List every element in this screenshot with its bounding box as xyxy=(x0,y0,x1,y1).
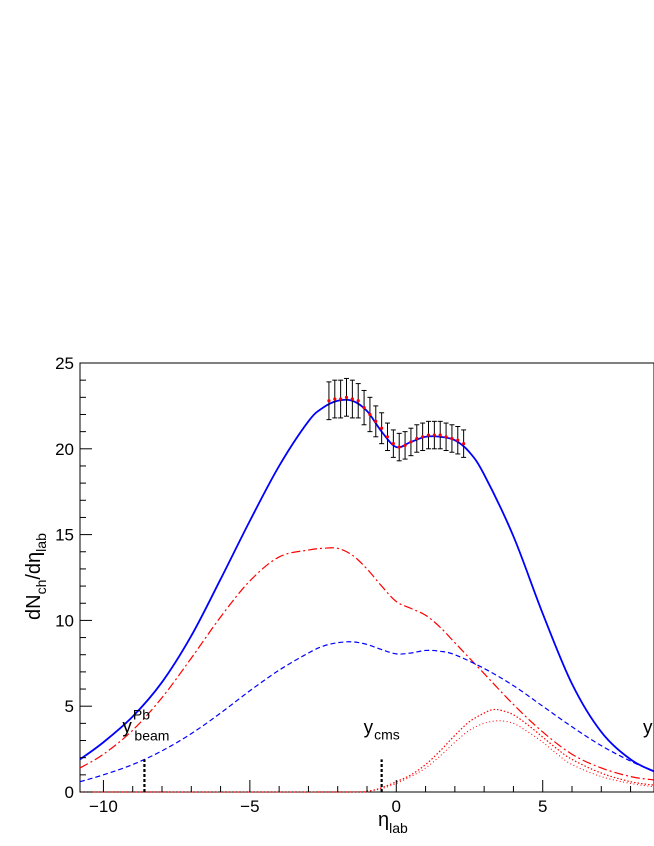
data-marker xyxy=(350,397,354,401)
data-marker xyxy=(344,395,349,399)
data-point xyxy=(355,383,361,419)
data-marker xyxy=(421,435,425,439)
data-point xyxy=(426,420,431,450)
x-tick-label: 0 xyxy=(392,797,401,816)
data-marker xyxy=(456,438,460,442)
data-marker xyxy=(438,433,442,437)
data-marker xyxy=(327,399,331,403)
data-point xyxy=(431,420,437,450)
x-tick-label: −5 xyxy=(240,797,259,816)
y-axis-title: dNch/dηlab xyxy=(23,533,49,620)
axes-layer: −10 −5 0 5 0 5 10 15 20 25 xyxy=(55,354,632,816)
data-point xyxy=(396,432,402,462)
data-marker xyxy=(368,412,372,417)
series-line-1 xyxy=(79,547,654,781)
data-points-layer xyxy=(326,377,467,462)
y-tick-label: 10 xyxy=(55,611,74,630)
data-marker xyxy=(333,397,337,401)
data-marker xyxy=(362,406,366,410)
marker-y-beam-pb: yPb beam xyxy=(122,706,169,792)
y-tick-label: 0 xyxy=(65,783,74,802)
y-tick-label: 5 xyxy=(65,697,74,716)
markers-layer: yPb beam ycms y xyxy=(122,706,653,792)
data-point xyxy=(367,396,373,433)
data-point xyxy=(373,405,379,438)
data-point xyxy=(349,379,355,419)
data-point xyxy=(344,377,349,417)
marker-label: y xyxy=(643,717,653,738)
y-tick-label: 20 xyxy=(55,440,74,459)
data-marker xyxy=(356,399,360,403)
data-marker xyxy=(380,426,384,430)
data-marker xyxy=(409,440,413,444)
data-point xyxy=(443,422,449,452)
data-marker xyxy=(391,442,395,446)
data-marker xyxy=(397,445,401,449)
data-point xyxy=(326,381,332,421)
data-marker xyxy=(426,433,431,437)
data-point xyxy=(338,379,344,419)
data-point xyxy=(437,420,443,450)
data-marker xyxy=(462,442,466,446)
data-point xyxy=(332,379,338,419)
data-point xyxy=(455,425,461,455)
series-line-4 xyxy=(79,720,654,793)
series-line-2 xyxy=(79,641,654,783)
marker-y-cms: ycms xyxy=(364,717,400,792)
y-tick-label: 25 xyxy=(55,354,74,373)
data-marker xyxy=(403,443,407,447)
data-point xyxy=(414,424,420,453)
marker-y-right-edge: y xyxy=(643,717,653,738)
titles-layer: ηlab dNch/dηlab xyxy=(23,533,408,836)
x-tick-label: −10 xyxy=(89,797,118,816)
data-marker xyxy=(415,436,419,441)
data-point xyxy=(420,422,426,452)
data-marker xyxy=(374,419,378,423)
marker-label: yPb beam xyxy=(122,706,169,743)
marker-label: ycms xyxy=(364,717,400,742)
data-marker xyxy=(432,433,436,437)
data-point xyxy=(461,429,467,458)
series-layer xyxy=(79,398,654,793)
data-point xyxy=(390,429,396,458)
data-point xyxy=(385,422,390,452)
data-point xyxy=(449,424,455,453)
data-point xyxy=(379,412,385,445)
data-marker xyxy=(450,436,454,441)
data-marker xyxy=(385,435,390,439)
data-marker xyxy=(444,435,448,439)
data-marker xyxy=(339,397,343,401)
data-point xyxy=(408,427,414,457)
series-line-0 xyxy=(79,398,654,773)
data-point xyxy=(361,389,367,426)
y-tick-label: 15 xyxy=(55,526,74,545)
x-tick-label: 5 xyxy=(538,797,547,816)
data-point xyxy=(402,431,408,460)
x-axis-title: ηlab xyxy=(378,809,408,836)
